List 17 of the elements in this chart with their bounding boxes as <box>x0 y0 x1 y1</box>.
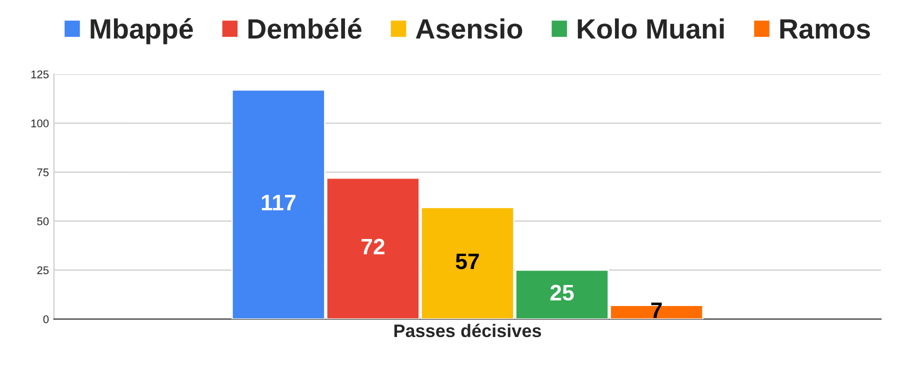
x-tick-label: Passes décisives <box>394 324 542 338</box>
y-tick-label: 50 <box>37 217 49 226</box>
legend-label: Asensio <box>416 18 522 39</box>
y-tick-label: 75 <box>37 168 49 176</box>
legend-label: Dembélé <box>248 18 362 39</box>
legend-label: Ramos <box>780 19 870 39</box>
data-label: 25 <box>550 284 574 301</box>
legend-label: Kolo Muani <box>578 18 724 39</box>
data-label: 57 <box>456 254 479 270</box>
data-label: 117 <box>262 194 296 210</box>
y-tick-label: 0 <box>43 315 49 324</box>
y-tick-label: 25 <box>37 266 49 274</box>
legend-label: Mbappé <box>90 18 193 44</box>
y-tick-label: 100 <box>31 119 49 128</box>
y-tick-label: 125 <box>31 70 49 78</box>
data-label: 72 <box>362 238 384 254</box>
data-label: 7 <box>651 302 662 318</box>
